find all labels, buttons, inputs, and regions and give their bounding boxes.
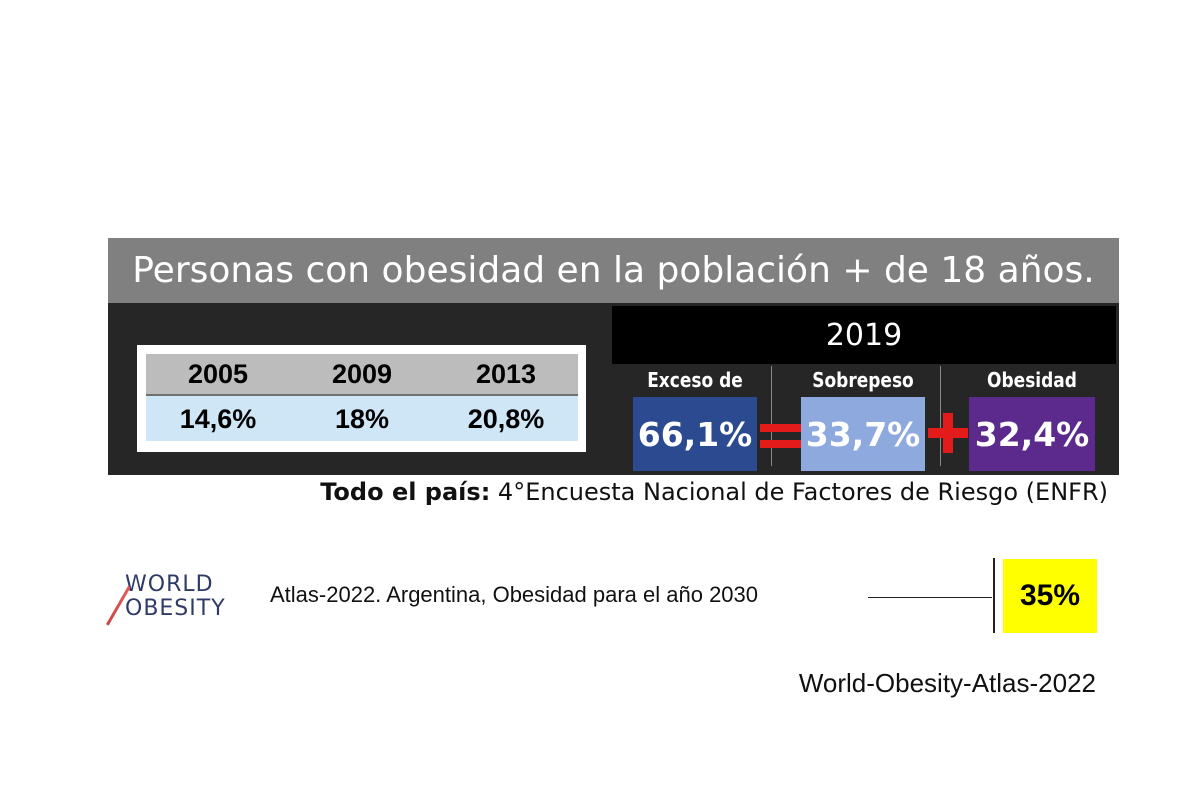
logo-word-obesity: OBESITY — [125, 596, 226, 621]
year-cell: 2013 — [475, 359, 537, 389]
page-title: Personas con obesidad en la población + … — [108, 238, 1119, 303]
equals-sign — [760, 440, 802, 448]
equals-sign — [760, 424, 802, 432]
year-cell: 2005 — [187, 359, 249, 389]
table-row: 14,6% 18% 20,8% — [146, 396, 578, 441]
projection-value: 35% — [1003, 559, 1097, 633]
footer-source: World-Obesity-Atlas-2022 — [798, 668, 1096, 698]
value-cell: 20,8% — [467, 404, 545, 434]
value-cell: 18% — [334, 404, 390, 434]
value-box-obesidad: 32,4% — [969, 397, 1095, 471]
divider — [771, 366, 772, 466]
source-scope: Todo el país: — [320, 478, 491, 506]
connector-line — [868, 597, 992, 598]
category-label-sobrepeso: Sobrepeso — [812, 368, 914, 392]
value-box-sobrepeso: 33,7% — [801, 397, 925, 471]
historical-table: 2005 2009 2013 14,6% 18% 20,8% — [137, 345, 586, 452]
year-cell: 2009 — [331, 359, 393, 389]
atlas-projection-text: Atlas-2022. Argentina, Obesidad para el … — [270, 582, 759, 607]
year-2019-header: 2019 — [612, 306, 1116, 364]
value-cell: 14,6% — [179, 404, 257, 434]
category-label-obesidad: Obesidad — [987, 368, 1077, 392]
divider — [940, 366, 941, 466]
world-obesity-logo: WORLD OBESITY — [123, 572, 243, 632]
logo-word-world: WORLD — [125, 572, 214, 597]
plus-sign — [943, 413, 953, 453]
source-survey: 4°Encuesta Nacional de Factores de Riesg… — [490, 478, 1108, 506]
survey-source: Todo el país: 4°Encuesta Nacional de Fac… — [108, 478, 1108, 518]
divider — [993, 558, 995, 633]
table-header-row: 2005 2009 2013 — [146, 354, 578, 396]
value-box-exceso: 66,1% — [633, 397, 757, 471]
